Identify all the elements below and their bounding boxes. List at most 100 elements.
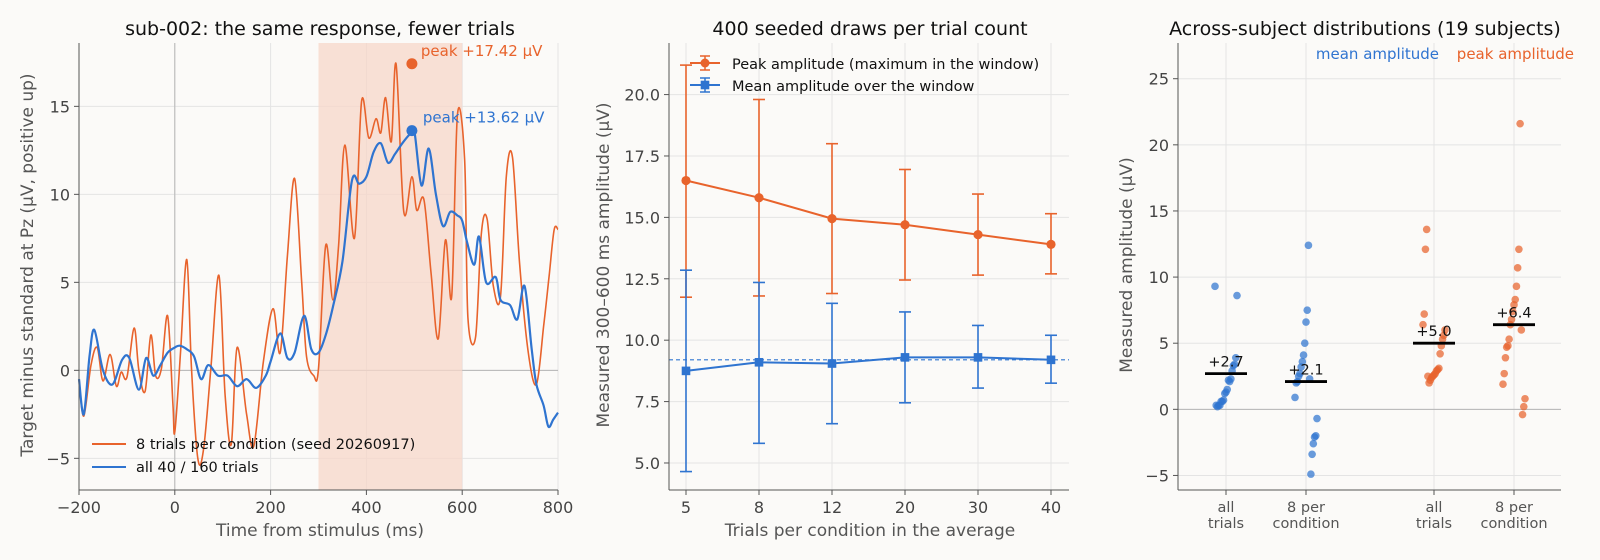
mean-all-point bbox=[1233, 291, 1241, 300]
mean-all-point bbox=[1220, 389, 1229, 398]
peak-point bbox=[827, 214, 837, 224]
panel1-annotations: peak +17.42 µV peak +13.62 µV bbox=[421, 42, 545, 127]
mean-point bbox=[900, 353, 910, 362]
mean-8per-point bbox=[1309, 439, 1318, 448]
peak-all-mean-label: +5.0 bbox=[1416, 324, 1451, 340]
peak-all-category-label: all bbox=[1426, 500, 1443, 516]
x-tick-label: 600 bbox=[447, 498, 478, 517]
peak-point bbox=[754, 193, 764, 203]
legend-label-peak: Peak amplitude (maximum in the window) bbox=[732, 57, 1039, 73]
mean-8per-mean-label: +2.1 bbox=[1288, 363, 1323, 379]
panel3-title: Across-subject distributions (19 subject… bbox=[1169, 18, 1561, 40]
y-tick-label: 10 bbox=[1149, 268, 1169, 287]
x-tick-label: 5 bbox=[681, 498, 691, 517]
y-tick-label: 25 bbox=[1149, 70, 1169, 89]
peak-8per-category-label: 8 per bbox=[1495, 500, 1533, 516]
y-tick-label: 20 bbox=[1149, 136, 1169, 155]
mean-all-mean-label: +2.7 bbox=[1208, 355, 1243, 371]
mean-8per-category-label: condition bbox=[1272, 516, 1339, 532]
panel3-y-label: Measured amplitude (µV) bbox=[1117, 157, 1137, 372]
peak-all-category-label: trials bbox=[1416, 516, 1452, 532]
mean-all-point bbox=[1212, 401, 1221, 410]
panel2-title: 400 seeded draws per trial count bbox=[712, 18, 1027, 40]
peak-8per-point bbox=[1521, 394, 1529, 403]
mean-point bbox=[973, 353, 983, 362]
peak-all-point bbox=[1425, 379, 1433, 387]
peak-marker-alltrials bbox=[406, 125, 418, 137]
mean-8per-point bbox=[1313, 414, 1321, 423]
x-tick-label: 0 bbox=[170, 498, 180, 517]
peak-8trials-label: peak +17.42 µV bbox=[421, 42, 543, 60]
panel2-x-label: Trials per condition in the average bbox=[724, 521, 1015, 541]
y-tick-label: −5 bbox=[1145, 466, 1169, 485]
series-all-trials-line bbox=[77, 126, 559, 429]
panel2-y-label: Measured 300–600 ms amplitude (µV) bbox=[594, 102, 614, 427]
y-tick-label: 10 bbox=[50, 185, 70, 204]
panel2-x-ticks: 5 8 12 20 30 40 bbox=[681, 490, 1061, 517]
legend-mean-amplitude: mean amplitude bbox=[1316, 45, 1439, 63]
mean-point bbox=[827, 359, 837, 368]
mean-all-category-label: trials bbox=[1208, 516, 1244, 532]
peak-8per-point bbox=[1502, 343, 1511, 351]
legend-label-mean: Mean amplitude over the window bbox=[732, 79, 974, 95]
y-tick-label: −5 bbox=[46, 449, 70, 468]
mean-8per-point bbox=[1310, 433, 1319, 441]
peak-8per-point bbox=[1505, 335, 1513, 344]
y-tick-label: 10.0 bbox=[624, 331, 660, 350]
mean-all-point bbox=[1231, 353, 1240, 362]
panel2-legend: Peak amplitude (maximum in the window) M… bbox=[690, 55, 1039, 95]
mean-8per-point bbox=[1307, 470, 1315, 478]
y-tick-label: 12.5 bbox=[624, 270, 660, 289]
peak-8per-point bbox=[1513, 264, 1522, 272]
mean-point bbox=[681, 366, 691, 376]
peak-alltrials-label: peak +13.62 µV bbox=[423, 109, 545, 127]
panel1-series bbox=[77, 58, 559, 466]
peak-8per-point bbox=[1499, 380, 1507, 389]
x-tick-label: 200 bbox=[255, 498, 286, 517]
x-tick-label: 30 bbox=[968, 498, 988, 517]
legend-peak-amplitude: peak amplitude bbox=[1457, 45, 1574, 63]
panel3-grid bbox=[1178, 43, 1561, 490]
legend-label-alltrials: all 40 / 160 trials bbox=[136, 460, 259, 476]
peak-8per-mean-label: +6.4 bbox=[1496, 306, 1531, 322]
y-tick-label: 5.0 bbox=[635, 454, 660, 473]
mean-8per-point bbox=[1297, 363, 1305, 371]
panel3-y-ticks: −5 0 5 10 15 20 25 bbox=[1145, 70, 1178, 485]
x-tick-label: 8 bbox=[754, 498, 764, 517]
peak-8per-point bbox=[1510, 301, 1518, 309]
panel3-axes bbox=[1177, 43, 1561, 491]
legend-marker-peak bbox=[700, 58, 710, 68]
peak-8per-point bbox=[1501, 353, 1510, 362]
panel-subject-distributions: Across-subject distributions (19 subject… bbox=[1117, 18, 1574, 532]
panel3-mean-bars: +2.7 +2.1 +5.0 +6.4 bbox=[1205, 306, 1535, 383]
mean-all-point bbox=[1211, 282, 1219, 291]
mean-all-point bbox=[1224, 376, 1233, 385]
panel1-y-ticks: −5 0 5 10 15 bbox=[46, 97, 79, 468]
peak-all-point bbox=[1422, 225, 1431, 234]
mean-8per-category-label: 8 per bbox=[1287, 500, 1325, 516]
y-tick-label: 15 bbox=[50, 97, 70, 116]
y-tick-label: 0 bbox=[1159, 400, 1169, 419]
mean-8per-point bbox=[1291, 393, 1299, 402]
legend-marker-mean bbox=[700, 80, 710, 90]
panel2-y-ticks: 5.0 7.5 10.0 12.5 15.0 17.5 20.0 bbox=[624, 86, 669, 473]
x-tick-label: 400 bbox=[351, 498, 382, 517]
peak-all-point bbox=[1436, 349, 1444, 358]
peak-all-point bbox=[1424, 372, 1432, 381]
mean-all-category-label: all bbox=[1218, 500, 1235, 516]
peak-marker-8trials bbox=[406, 58, 418, 70]
y-tick-label: 15 bbox=[1149, 202, 1169, 221]
mean-8per-point bbox=[1308, 450, 1316, 459]
mean-point bbox=[754, 357, 764, 367]
mean-series-line bbox=[685, 356, 1052, 372]
peak-8per-point bbox=[1508, 307, 1517, 316]
peak-8per-point bbox=[1517, 326, 1526, 334]
mean-point bbox=[1046, 355, 1056, 365]
panel1-y-label: Target minus standard at Pz (µV, positiv… bbox=[18, 73, 38, 457]
panel2-grid bbox=[669, 43, 1069, 490]
panel1-x-ticks: −200 0 200 400 600 800 bbox=[57, 490, 573, 517]
panel1-title: sub-002: the same response, fewer trials bbox=[125, 18, 515, 40]
peak-8per-point bbox=[1516, 119, 1524, 128]
